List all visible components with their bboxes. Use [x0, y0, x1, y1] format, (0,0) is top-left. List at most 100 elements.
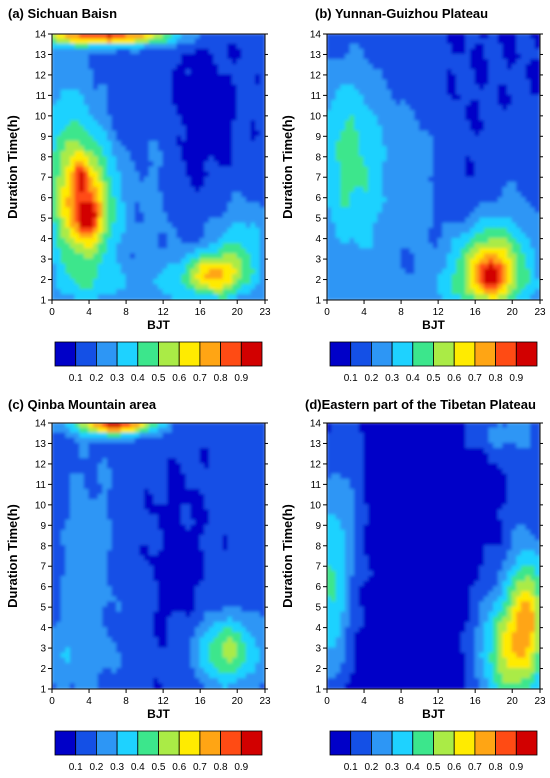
field-cell: [148, 58, 155, 66]
field-cell: [259, 197, 265, 204]
field-cell: [446, 110, 453, 117]
field-cell: [250, 238, 257, 245]
field-cell: [106, 253, 113, 260]
field-cell: [125, 263, 132, 270]
field-cell: [488, 89, 495, 96]
field-cell: [153, 84, 160, 91]
field-cell: [349, 110, 356, 117]
field-cell: [465, 258, 472, 265]
field-cell: [493, 156, 499, 163]
field-cell: [65, 38, 72, 45]
field-cell: [354, 53, 361, 61]
field-cell: [391, 273, 398, 281]
field-cell: [456, 273, 462, 281]
field-cell: [102, 176, 109, 183]
field-cell: [208, 151, 215, 158]
field-cell: [88, 207, 95, 214]
field-cell: [460, 140, 467, 148]
field-cell: [157, 69, 164, 76]
field-cell: [167, 423, 173, 429]
field-cell: [497, 161, 504, 168]
field-cell: [194, 217, 201, 224]
field-cell: [65, 222, 72, 229]
field-cell: [83, 273, 90, 281]
field-cell: [259, 151, 265, 158]
field-cell: [116, 222, 123, 229]
field-cell: [469, 258, 476, 265]
field-cell: [419, 105, 425, 112]
field-cell: [231, 238, 238, 245]
field-cell: [176, 130, 183, 137]
field-cell: [208, 207, 215, 214]
field-cell: [372, 64, 379, 71]
field-cell: [335, 135, 342, 143]
field-cell: [250, 166, 257, 173]
field-cell: [400, 263, 407, 270]
field-cell: [354, 294, 361, 300]
field-cell: [111, 278, 118, 286]
field-cell: [88, 151, 95, 158]
field-cell: [236, 273, 243, 281]
field-cell: [134, 273, 141, 281]
field-cell: [377, 243, 384, 250]
field-cell: [474, 74, 481, 81]
field-cell: [520, 171, 527, 178]
field-cell: [479, 284, 486, 291]
field-cell: [391, 105, 398, 112]
field-cell: [381, 34, 388, 40]
field-cell: [245, 161, 252, 168]
field-cell: [497, 258, 504, 265]
field-cell: [469, 186, 476, 194]
field-cell: [176, 105, 183, 112]
field-cell: [222, 43, 229, 50]
field-cell: [139, 84, 146, 91]
field-cell: [469, 212, 476, 219]
field-cell: [83, 79, 90, 86]
field-cell: [405, 191, 411, 199]
field-cell: [222, 145, 229, 153]
field-cell: [222, 130, 229, 137]
field-cell: [349, 53, 356, 61]
field-cell: [125, 38, 132, 45]
field-cell: [395, 227, 402, 235]
field-cell: [65, 278, 72, 286]
field-cell: [162, 145, 169, 153]
field-cell: [236, 94, 243, 102]
field-cell: [377, 64, 384, 71]
field-cell: [120, 227, 127, 235]
field-cell: [409, 243, 416, 250]
field-cell: [530, 207, 536, 214]
field-cell: [241, 145, 248, 153]
y-tick-label: 1: [315, 296, 321, 307]
field-cell: [116, 64, 123, 71]
field-cell: [190, 34, 197, 40]
field-cell: [520, 53, 527, 61]
field-cell: [534, 273, 540, 281]
field-cell: [111, 145, 118, 153]
field-cell: [465, 84, 472, 91]
field-cell: [469, 268, 476, 276]
field-cell: [74, 135, 81, 143]
field-cell: [451, 227, 458, 235]
field-cell: [139, 140, 146, 148]
field-cell: [437, 69, 444, 76]
field-cell: [162, 232, 169, 240]
field-cell: [74, 130, 81, 137]
field-cell: [488, 176, 495, 183]
field-cell: [231, 120, 238, 127]
field-cell: [144, 253, 150, 260]
field-cell: [125, 248, 132, 255]
field-cell: [134, 197, 141, 204]
field-cell: [52, 176, 58, 183]
field-cell: [437, 176, 444, 183]
field-cell: [167, 79, 173, 86]
field-cell: [419, 268, 425, 276]
field-cell: [488, 34, 495, 40]
field-cell: [181, 273, 187, 281]
field-cell: [506, 248, 513, 255]
field-cell: [502, 115, 509, 122]
field-cell: [83, 232, 90, 240]
field-cell: [391, 125, 398, 132]
field-cell: [181, 232, 187, 240]
field-cell: [335, 79, 342, 86]
